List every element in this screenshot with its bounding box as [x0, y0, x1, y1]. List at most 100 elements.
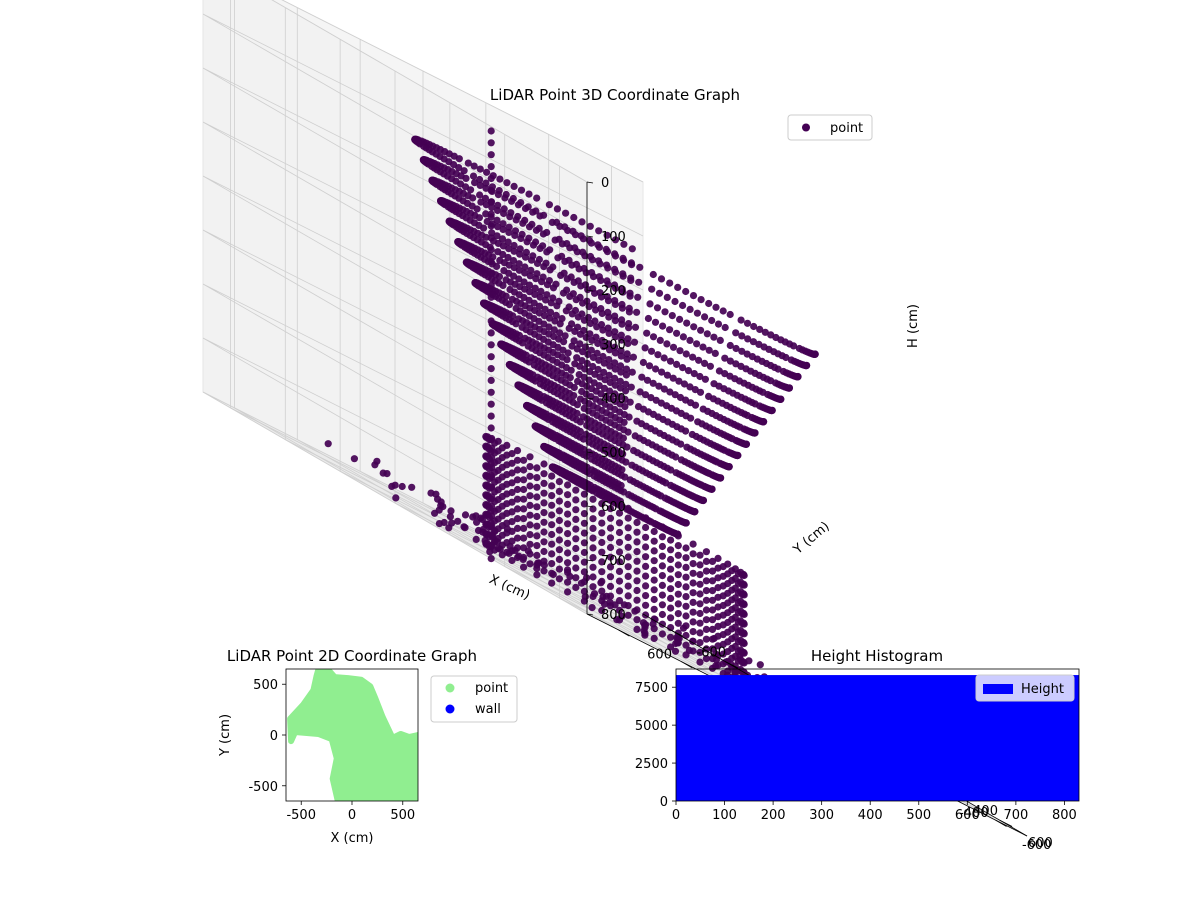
point-marker: [682, 583, 690, 591]
point-marker: [768, 407, 776, 415]
point-marker: [714, 554, 722, 563]
point-marker: [682, 622, 690, 630]
point-marker: [728, 606, 736, 614]
point-marker: [520, 466, 528, 474]
point-marker: [590, 590, 599, 598]
point-marker: [521, 263, 529, 271]
point-marker: [633, 538, 641, 546]
point-marker: [514, 212, 522, 221]
point-marker: [606, 514, 615, 522]
point-marker: [540, 547, 548, 556]
point-marker: [677, 440, 685, 448]
point-marker: [569, 227, 577, 235]
point-marker: [513, 447, 522, 455]
point-marker: [650, 527, 658, 536]
point-marker: [508, 556, 516, 565]
point-marker: [487, 317, 495, 325]
point-marker: [708, 567, 717, 575]
point-marker: [392, 494, 400, 502]
chart2d-legend: point wall: [430, 675, 518, 723]
point-marker: [606, 573, 615, 581]
point-marker: [515, 266, 523, 274]
point-marker: [580, 539, 589, 547]
point-marker: [598, 558, 606, 566]
point-marker: [560, 269, 568, 277]
x-tick-label: 600: [955, 808, 980, 823]
x-tick-label: 0: [672, 808, 680, 823]
point-marker: [671, 297, 679, 306]
point-marker: [548, 511, 556, 519]
point-marker: [476, 165, 484, 173]
point-marker: [510, 241, 518, 250]
point-marker: [732, 344, 740, 353]
point-marker: [350, 455, 358, 463]
point-marker: [622, 458, 630, 466]
point-marker: [689, 598, 697, 607]
point-marker: [708, 616, 717, 624]
point-marker: [657, 275, 666, 283]
point-marker: [598, 519, 606, 527]
point-marker: [756, 325, 764, 333]
point-marker: [525, 358, 533, 366]
point-marker: [498, 512, 506, 520]
point-marker: [624, 572, 632, 581]
point-marker: [549, 294, 557, 302]
point-marker: [578, 357, 586, 365]
point-marker: [622, 371, 631, 379]
point-marker: [540, 567, 548, 575]
x-tick-label: -600: [697, 645, 727, 660]
point-marker: [598, 336, 606, 345]
point-marker: [555, 235, 563, 243]
point-marker: [689, 540, 697, 548]
point-marker: [702, 548, 711, 556]
point-marker: [776, 395, 785, 403]
z-tick-label: 0: [601, 176, 609, 191]
point-marker: [564, 500, 572, 508]
chart3d-legend-box: [787, 114, 873, 141]
point-marker: [682, 519, 690, 527]
point-marker: [679, 364, 687, 372]
point-marker: [643, 329, 651, 337]
point-marker: [682, 593, 690, 601]
point-marker: [576, 340, 584, 348]
point-marker: [598, 529, 606, 537]
point-marker: [487, 353, 495, 361]
point-marker: [759, 418, 767, 426]
point-marker: [487, 448, 495, 456]
point-marker: [642, 572, 650, 580]
point-marker: [624, 582, 632, 590]
point-marker: [494, 223, 502, 231]
point-marker: [483, 168, 491, 176]
z-tick-mark: [586, 289, 594, 292]
point-marker: [719, 621, 727, 629]
point-marker: [674, 619, 682, 627]
point-marker: [684, 367, 693, 375]
point-marker: [658, 610, 667, 619]
point-marker: [668, 312, 676, 320]
point-marker: [498, 235, 507, 243]
point-marker: [467, 186, 475, 194]
point-marker: [563, 356, 571, 364]
point-marker: [564, 481, 572, 489]
point-marker: [600, 368, 608, 376]
point-marker: [572, 506, 580, 514]
point-marker: [705, 299, 713, 308]
point-marker: [579, 435, 588, 443]
point-marker: [489, 532, 497, 541]
point-marker: [669, 343, 678, 351]
point-marker: [642, 523, 650, 532]
point-marker: [508, 508, 516, 516]
point-marker: [593, 349, 601, 357]
point-marker: [510, 247, 518, 255]
point-marker: [373, 457, 381, 465]
point-marker: [649, 379, 657, 387]
point-marker: [505, 301, 514, 309]
point-marker: [689, 637, 697, 645]
point-marker: [487, 436, 495, 444]
point-marker: [738, 332, 746, 340]
point-marker: [507, 209, 515, 217]
point-marker: [555, 546, 564, 554]
point-marker: [693, 309, 702, 317]
point-marker: [518, 230, 526, 238]
point-marker: [633, 518, 641, 527]
